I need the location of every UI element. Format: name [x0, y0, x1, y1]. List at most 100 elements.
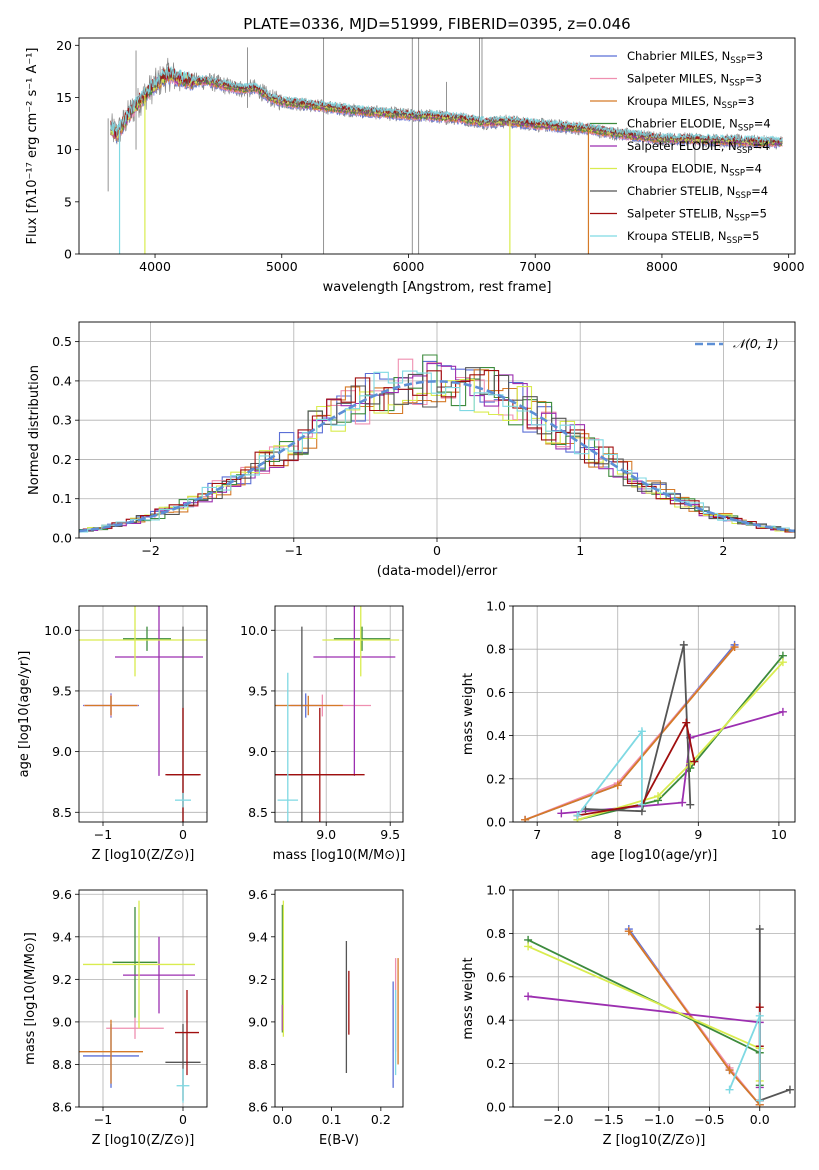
- legend-count: =3: [737, 94, 754, 108]
- y-tick-label: 0.8: [486, 642, 506, 657]
- axes-frame: [78, 321, 796, 539]
- legend-count: =5: [750, 207, 767, 221]
- errorbar-5: [79, 606, 207, 677]
- y-tick-label: 9.5: [248, 683, 268, 698]
- x-tick-label: 4000: [139, 259, 171, 274]
- grid: [79, 890, 207, 1108]
- y-axis-label: age [log10(age/yr)]: [17, 651, 32, 778]
- y-tick-label: 9.0: [248, 1014, 268, 1029]
- legend-subscript: SSP: [737, 146, 753, 156]
- weight-series-4: [557, 707, 787, 818]
- x-axis-label: mass [log10(M/M⊙)]: [273, 848, 406, 863]
- errorbar-8: [175, 792, 191, 808]
- weight-marker: [778, 707, 787, 716]
- x-tick-label: 9000: [773, 259, 805, 274]
- legend-subscript: SSP: [735, 191, 751, 201]
- weight-marker: [755, 925, 764, 934]
- weight-marker: [755, 1096, 764, 1105]
- weight-marker: [524, 942, 533, 951]
- panel-massweight_vs_Z: −2.0 −1.5 −1.0 −0.5 0.0 0.0 0.2 0.4 0.6 0.8 1.0 Z […: [461, 883, 796, 1148]
- panel-spectrum: 4000 5000 6000 7000 8000 9000 0 5 10 15 20 waveleng…: [25, 37, 805, 295]
- panel-mass_vs_Z: −1 0 8.6 8.8 9.0 9.2 9.4 9.6 Z [log10(Z/Z⊙)] mass…: [23, 887, 208, 1148]
- legend-label: Salpeter MILES, NSSP=3: [627, 72, 762, 89]
- y-axis-label: Normed distribution: [27, 365, 42, 495]
- legend-count: =4: [753, 139, 770, 153]
- weight-marker: [725, 1066, 734, 1075]
- legend-subscript: SSP: [729, 169, 745, 179]
- weight-series-8: [725, 1011, 764, 1105]
- y-axis-label: mass weight: [461, 673, 476, 755]
- legend-subscript: SSP: [734, 214, 750, 224]
- x-tick-label: 0.2: [371, 1112, 391, 1127]
- errorbar-3: [333, 626, 391, 651]
- x-tick-label: 6000: [393, 259, 425, 274]
- weight-series-8: [573, 727, 646, 820]
- legend-label: Chabrier MILES, NSSP=3: [627, 49, 763, 66]
- x-axis-label: E(B-V): [319, 1133, 359, 1148]
- x-tick-label: 0: [433, 543, 441, 558]
- y-tick-label: 0.2: [486, 1056, 506, 1071]
- errorbar-4: [123, 936, 195, 1014]
- x-tick-label: 8: [614, 827, 622, 842]
- y-tick-label: 0.6: [486, 969, 506, 984]
- y-tick-label: 8.5: [248, 805, 268, 820]
- weight-marker: [557, 809, 566, 818]
- y-tick-label: 8.8: [248, 1057, 268, 1072]
- legend-subscript: SSP: [729, 79, 745, 89]
- x-tick-label: 5000: [266, 259, 298, 274]
- legend-label: 𝒩(0, 1): [733, 336, 779, 351]
- errorbar-3: [112, 907, 158, 1018]
- errorbar-2: [84, 695, 138, 716]
- x-tick-label: 9.5: [380, 827, 400, 842]
- weight-marker: [778, 658, 787, 667]
- weight-line: [577, 661, 784, 821]
- legend-count: =3: [745, 72, 762, 86]
- y-tick-label: 8.8: [52, 1057, 72, 1072]
- errorbar-7: [165, 707, 201, 822]
- weight-marker: [785, 1085, 794, 1094]
- y-tick-label: 9.6: [52, 887, 72, 902]
- grid: [79, 322, 795, 539]
- axes-frame: [274, 889, 404, 1108]
- errorbar-3: [123, 626, 171, 651]
- weight-series-6: [755, 925, 794, 1105]
- legend-count: =4: [745, 162, 762, 176]
- x-tick-label: −1: [94, 827, 112, 842]
- legend-label: Chabrier STELIB, NSSP=4: [627, 184, 768, 201]
- x-tick-label: −2.0: [543, 1112, 573, 1127]
- spectrum-legend: Chabrier MILES, NSSP=3 Salpeter MILES, NS…: [590, 49, 771, 246]
- weight-marker: [755, 1011, 764, 1020]
- y-tick-label: 9.0: [248, 744, 268, 759]
- x-axis-label: Z [log10(Z/Z⊙)]: [92, 1133, 195, 1148]
- x-tick-label: 0.0: [750, 1112, 770, 1127]
- y-tick-label: 5: [64, 194, 72, 209]
- axes-frame: [274, 605, 404, 823]
- weight-marker: [725, 1085, 734, 1094]
- errorbar-5: [83, 900, 195, 1029]
- y-tick-label: 9.4: [52, 929, 72, 944]
- gaussian-curve: [79, 379, 795, 533]
- x-tick-label: 0: [179, 1112, 187, 1127]
- y-tick-label: 0.8: [486, 926, 506, 941]
- weight-marker: [613, 781, 622, 790]
- weight-marker: [654, 792, 663, 801]
- y-tick-label: 8.6: [52, 1100, 72, 1115]
- plot-area: [79, 354, 795, 534]
- y-tick-label: 9.2: [52, 972, 72, 987]
- weight-series-0: [521, 640, 739, 822]
- y-axis-label: mass weight: [461, 957, 476, 1039]
- legend-count: =4: [751, 184, 768, 198]
- x-tick-label: 7: [533, 827, 541, 842]
- x-axis-label: Z [log10(Z/Z⊙)]: [603, 1133, 706, 1148]
- x-tick-label: 2: [719, 543, 727, 558]
- x-tick-label: −1.0: [644, 1112, 674, 1127]
- errorbar-1: [106, 1017, 164, 1039]
- weight-line: [577, 655, 784, 821]
- weight-series-2: [521, 643, 739, 822]
- y-tick-label: 9.5: [52, 683, 72, 698]
- x-tick-label: 1: [576, 543, 584, 558]
- histogram-5: [79, 378, 795, 533]
- plot-area: [107, 38, 783, 254]
- errorbar-8: [277, 672, 299, 822]
- y-tick-label: 9.0: [52, 1014, 72, 1029]
